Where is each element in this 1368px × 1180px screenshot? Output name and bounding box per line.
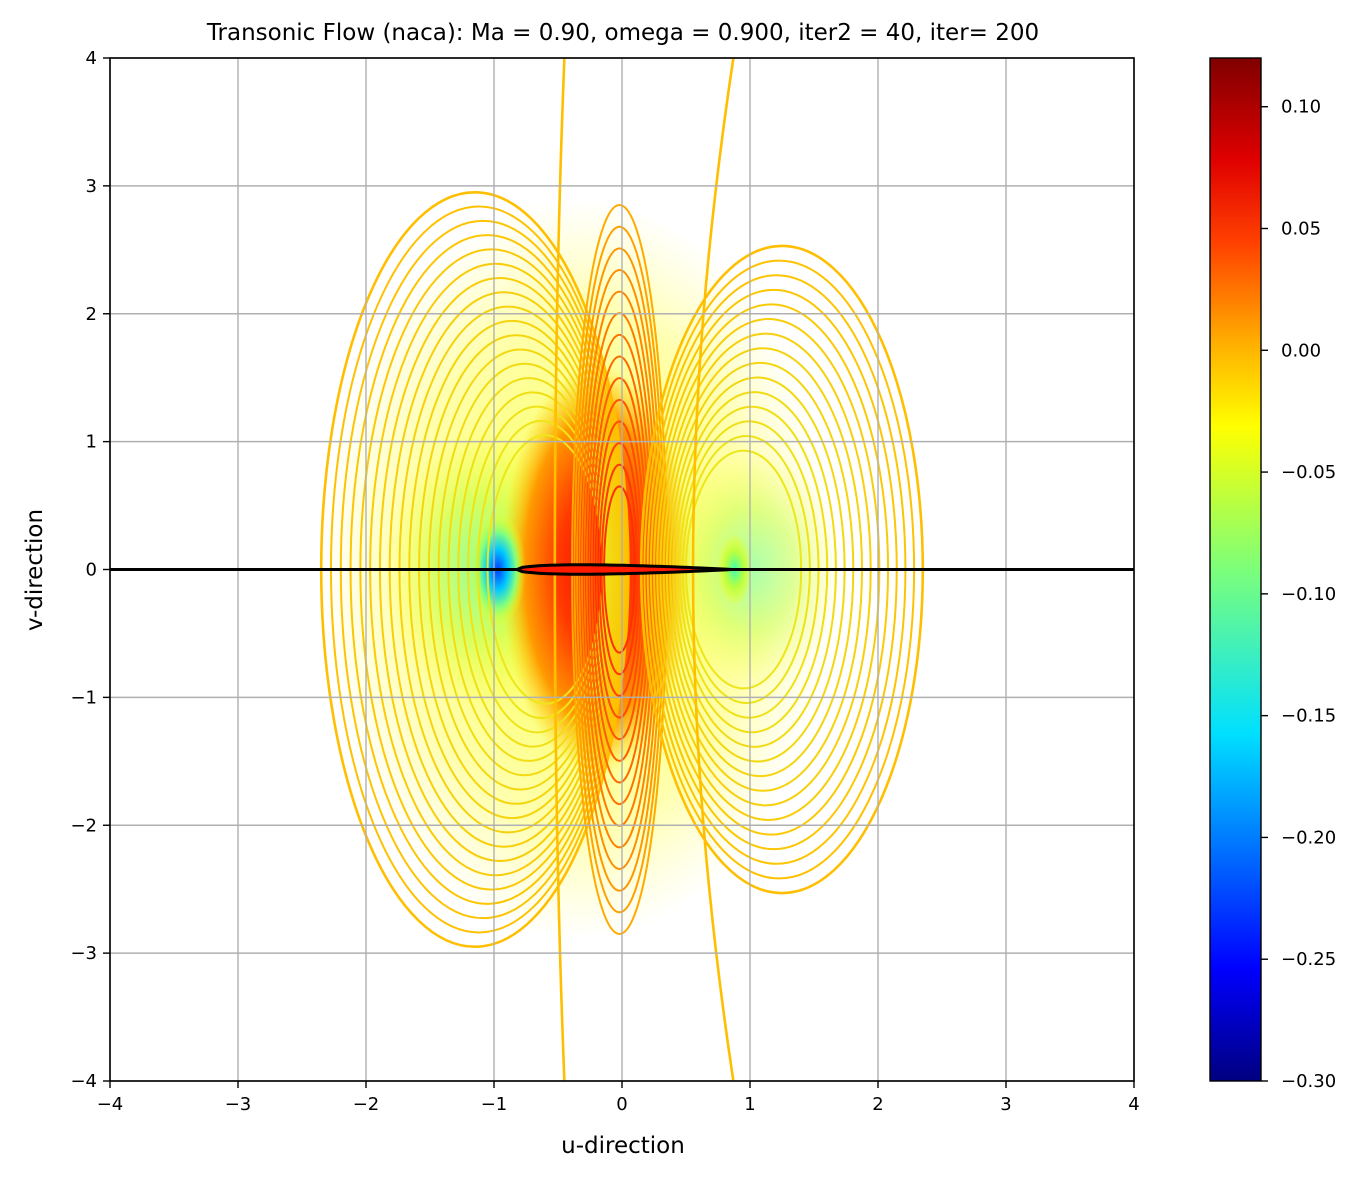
- y-tick-label: 3: [86, 176, 97, 197]
- x-tick-label: 3: [1000, 1094, 1011, 1115]
- colorbar-tick-label: 0.10: [1281, 97, 1321, 118]
- colorbar-tick-label: −0.15: [1281, 706, 1336, 727]
- y-tick-label: −1: [70, 687, 97, 708]
- y-tick-label: −3: [70, 943, 97, 964]
- colorbar-tick-label: −0.25: [1281, 949, 1336, 970]
- x-tick-label: 2: [872, 1094, 883, 1115]
- y-tick-label: −2: [70, 815, 97, 836]
- colorbar-tick-label: −0.20: [1281, 827, 1336, 848]
- colorbar-tick-label: −0.10: [1281, 584, 1336, 605]
- x-axis-label: u-direction: [561, 1133, 685, 1159]
- x-tick-label: 4: [1128, 1094, 1139, 1115]
- y-tick-label: 1: [86, 432, 97, 453]
- colorbar: 0.10 0.05 0.00 −0.05 −0.10 −0.15 −0.20 −0.25 −0.…: [1209, 57, 1336, 1092]
- plot-axes: −4 −3 −2 −1 0 1 2 3 4 −4 −3 −2 −1 0 1 2 3 4: [70, 48, 1139, 1115]
- x-tick-label: 0: [616, 1094, 627, 1115]
- x-tick-label: −2: [353, 1094, 380, 1115]
- airfoil: [110, 563, 1134, 576]
- x-tick-label: −4: [97, 1094, 124, 1115]
- y-tick-label: 2: [86, 304, 97, 325]
- y-axis-ticks: −4 −3 −2 −1 0 1 2 3 4: [70, 48, 110, 1092]
- y-axis-label: v-direction: [22, 509, 48, 631]
- x-tick-label: 1: [744, 1094, 755, 1115]
- x-axis-ticks: −4 −3 −2 −1 0 1 2 3 4: [97, 1081, 1140, 1115]
- colorbar-tick-label: 0.00: [1281, 340, 1321, 361]
- y-tick-label: 4: [86, 48, 97, 69]
- colorbar-tick-label: 0.05: [1281, 219, 1321, 240]
- colorbar-tick-label: −0.30: [1281, 1071, 1336, 1092]
- x-tick-label: −3: [225, 1094, 252, 1115]
- y-tick-label: 0: [86, 560, 97, 581]
- colorbar-ticks: 0.10 0.05 0.00 −0.05 −0.10 −0.15 −0.20 −0.25 −0.…: [1261, 97, 1336, 1092]
- chart-title: Transonic Flow (naca): Ma = 0.90, omega …: [206, 20, 1039, 46]
- airfoil-outline: [512, 563, 733, 576]
- x-tick-label: −1: [481, 1094, 508, 1115]
- colorbar-gradient: [1209, 57, 1262, 1082]
- y-tick-label: −4: [70, 1071, 97, 1092]
- colorbar-tick-label: −0.05: [1281, 462, 1336, 483]
